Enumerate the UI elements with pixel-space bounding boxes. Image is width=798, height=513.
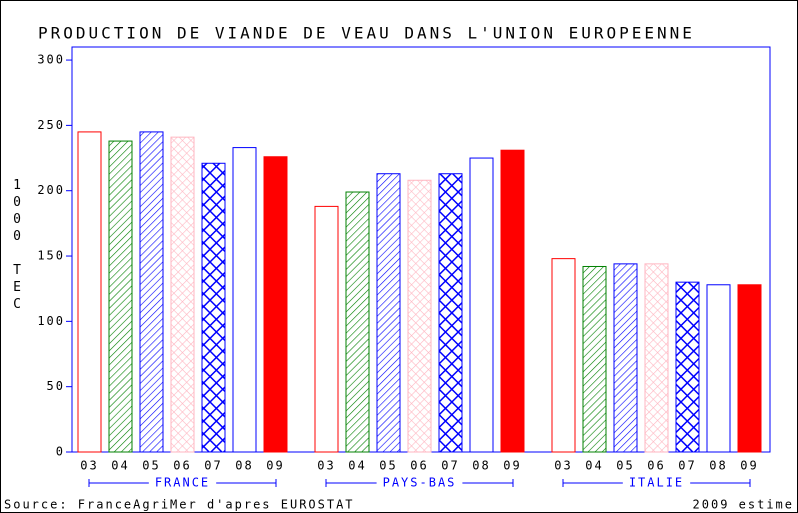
y-tick-label: 300 (37, 53, 65, 67)
y-tick-label: 50 (47, 379, 65, 393)
x-tick-label: 04 (585, 459, 603, 473)
x-tick-label: 04 (348, 459, 366, 473)
group-label: ITALIE (629, 476, 684, 490)
x-tick-label: 03 (554, 459, 572, 473)
bar (551, 258, 576, 453)
x-tick-label: 04 (111, 459, 129, 473)
group-label-bg (622, 475, 691, 490)
bar (314, 205, 339, 453)
y-tick-label: 200 (37, 183, 65, 197)
bar (170, 136, 195, 453)
bar (77, 131, 102, 453)
note: 2009 estime (693, 498, 794, 512)
bar (582, 265, 607, 453)
y-tick-label: 250 (37, 118, 65, 132)
group-label: PAYS-BAS (383, 476, 457, 490)
x-tick-label: 03 (80, 459, 98, 473)
x-tick-label: 09 (266, 459, 284, 473)
x-tick-label: 09 (740, 459, 758, 473)
bar (500, 149, 525, 453)
source: Source: FranceAgriMer d'apres EUROSTAT (4, 498, 355, 512)
bar (376, 173, 401, 453)
x-tick-label: 07 (678, 459, 696, 473)
bar (201, 162, 226, 453)
x-tick-label: 08 (235, 459, 253, 473)
x-tick-label: 03 (317, 459, 335, 473)
x-tick-label: 07 (441, 459, 459, 473)
bar (737, 284, 762, 453)
x-tick-label: 06 (647, 459, 665, 473)
bar (438, 173, 463, 453)
group-label: FRANCE (155, 476, 210, 490)
group-label-bg (376, 475, 463, 490)
x-tick-label: 06 (173, 459, 191, 473)
bar (706, 284, 731, 453)
x-tick-label: 08 (472, 459, 490, 473)
x-tick-label: 05 (142, 459, 160, 473)
x-tick-label: 05 (379, 459, 397, 473)
bar (613, 263, 638, 453)
x-tick-label: 07 (204, 459, 222, 473)
bar (407, 179, 432, 453)
y-tick-label: 150 (37, 249, 65, 263)
x-tick-label: 09 (503, 459, 521, 473)
bar (232, 147, 257, 453)
bar (108, 140, 133, 453)
y-axis-label: 1000 TEC (10, 178, 25, 314)
x-tick-label: 05 (616, 459, 634, 473)
y-tick-label: 0 (56, 445, 65, 459)
x-tick-label: 06 (410, 459, 428, 473)
group-label-bg (148, 475, 217, 490)
bar (469, 157, 494, 453)
bar (263, 156, 288, 453)
bar (644, 263, 669, 453)
chart-title: PRODUCTION DE VIANDE DE VEAU DANS L'UNIO… (38, 24, 695, 43)
bar (345, 191, 370, 453)
y-tick-label: 100 (37, 314, 65, 328)
bar (139, 131, 164, 453)
x-tick-label: 08 (709, 459, 727, 473)
bar (675, 281, 700, 453)
